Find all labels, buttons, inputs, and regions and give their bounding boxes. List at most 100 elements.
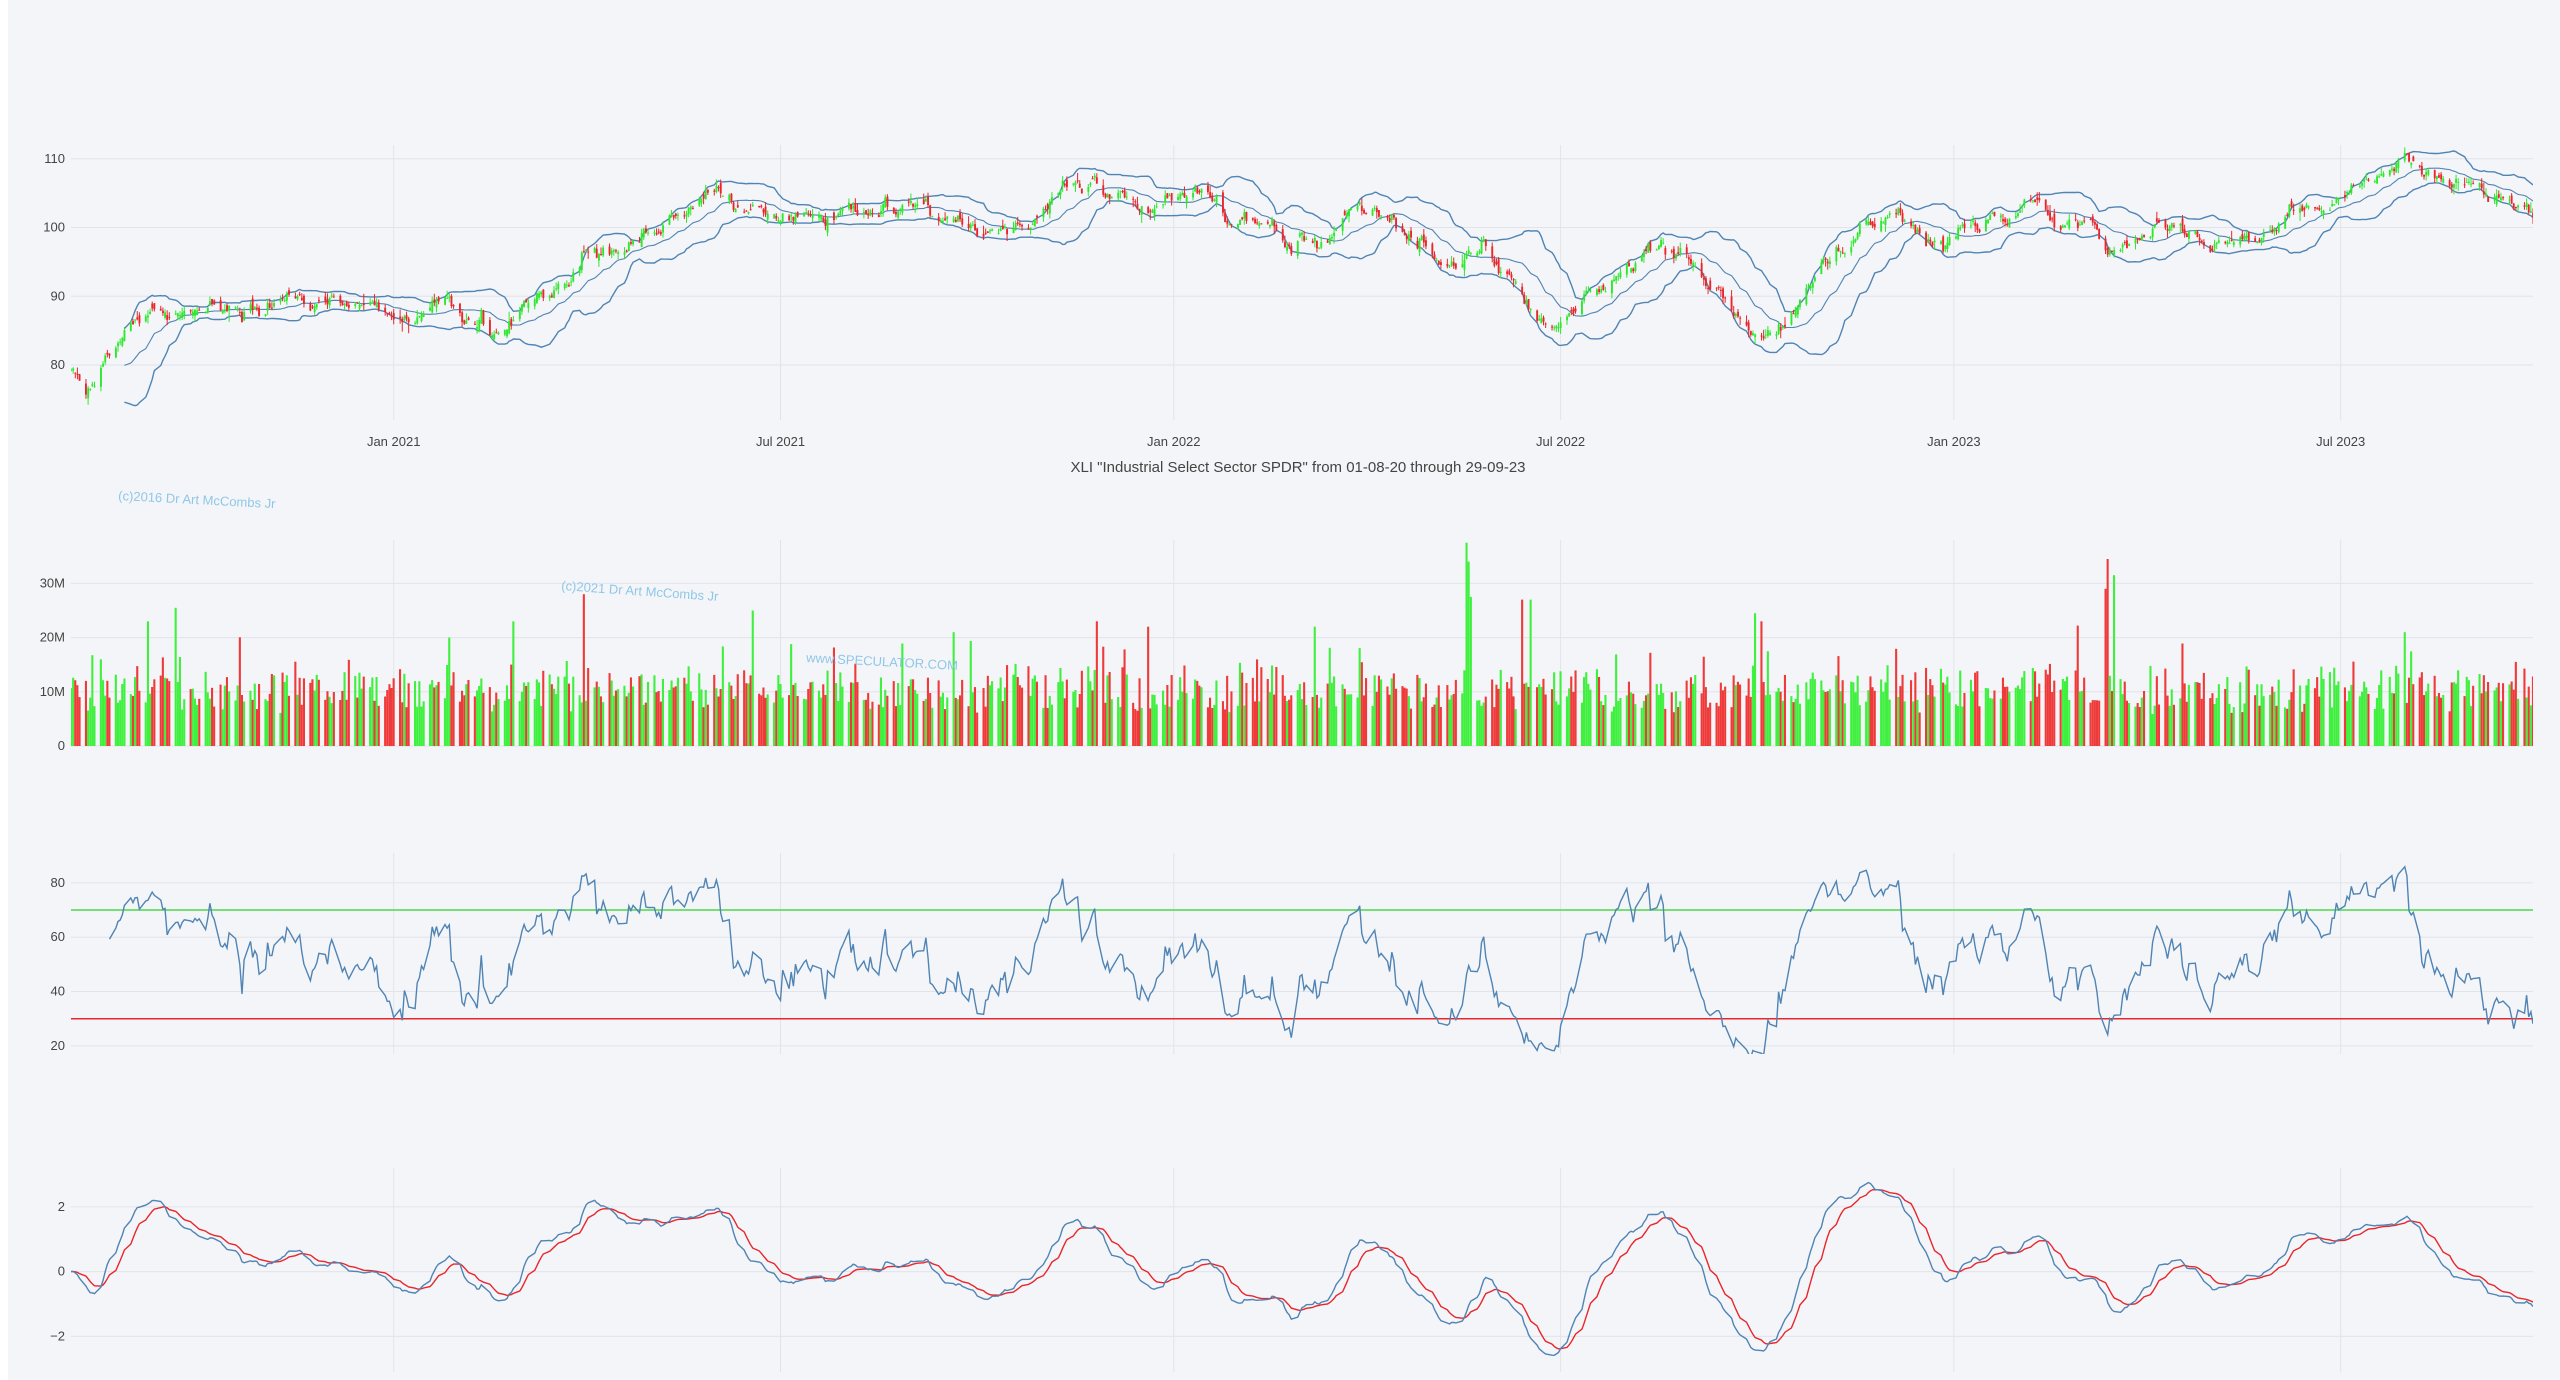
volume-bar [1897,696,1900,746]
candle-body [647,232,649,234]
volume-bar [1333,676,1336,746]
volume-bar [345,699,348,746]
volume-bar [922,700,925,746]
volume-bar [820,697,823,746]
volume-bar [1021,687,1024,746]
candle-body [2166,228,2169,231]
volume-bar [683,677,686,746]
volume-bar [909,679,912,746]
candle-body [1335,229,1338,231]
volume-bar [1268,692,1271,746]
volume-bar [2245,666,2248,746]
volume-bar [2328,672,2331,746]
candle-body [1858,223,1861,234]
volume-bar [89,697,92,746]
candle-body [1059,189,1062,195]
volume-bar [377,705,380,746]
candle-body [1809,286,1812,289]
candle-body [867,214,870,216]
volume-bar [1732,675,1735,746]
candle-body [2155,218,2158,222]
volume-bar [2277,679,2280,746]
volume-bar [1140,707,1143,746]
candle-body [2091,216,2094,223]
candle-body [1581,301,1583,315]
candle-body [251,298,254,311]
candle-body [2480,183,2483,189]
candle-body [433,299,436,303]
candle-body [986,231,989,233]
volume-bar [1213,705,1216,746]
volume-bar [452,672,455,746]
candle-body [1882,222,1885,224]
candle-body [2359,185,2361,187]
candle-body [1350,208,1353,210]
candle-body [283,300,286,302]
candle-body [1826,261,1829,264]
volume-bar [1286,701,1289,746]
candle-body [972,224,974,226]
volume-bar [1375,691,1378,746]
volume-bar [1493,707,1496,746]
volume-bar [1536,687,1539,746]
candle-body [1450,261,1453,266]
volume-bar [1467,561,1470,746]
candle-body [687,208,690,215]
volume-bar [809,682,812,746]
volume-bar [1138,678,1141,746]
candle-body [833,212,835,220]
volume-bar [114,674,117,746]
candle-body [1431,243,1434,255]
candle-body [1852,240,1855,244]
volume-bar [1794,698,1797,746]
candle-body [1138,209,1141,211]
volume-bar [1035,681,1038,746]
volume-bar [792,684,795,746]
candle-body [1036,215,1038,218]
volume-bar [702,707,705,746]
candle-body [226,305,228,311]
volume-bar [1820,680,1823,746]
volume-bar [1388,694,1391,746]
candle-body [1510,274,1513,278]
volume-bar [1841,680,1844,746]
candle-body [1722,288,1724,299]
volume-bar [1362,695,1365,746]
candle-body [1328,237,1331,245]
candle-body [1478,251,1481,253]
volume-bar [1305,705,1308,746]
volume-bar [869,708,872,746]
candle-body [174,313,177,315]
candle-body [2239,237,2242,245]
candle-body [384,307,387,313]
candle-body [1963,223,1966,229]
volume-bar [71,688,72,746]
candle-body [662,225,664,233]
candle-body [1363,209,1365,214]
volume-bar [706,704,709,746]
candle-body [1568,313,1571,317]
candle-body [717,187,720,189]
candle-body [557,283,560,290]
candle-body [702,194,705,199]
volume-bar [418,681,421,746]
volume-bar [661,678,664,746]
chart-title: XLI "Industrial Select Sector SPDR" from… [1070,459,1525,476]
volume-bar [758,693,761,746]
candle-body [745,210,748,212]
candle-body [1679,247,1682,254]
volume-bar [1625,695,1628,746]
candle-body [640,233,643,248]
volume-bar [610,680,613,746]
candle-body [1687,257,1690,260]
volume-bar [1987,688,1990,746]
volume-bar [1602,705,1605,746]
watermark-2016: (c)2016 Dr Art McCombs Jr [118,488,277,511]
candle-body [865,210,867,215]
candle-body [2061,225,2064,228]
volume-bar [2106,559,2109,746]
x-tick-label: Jan 2021 [367,434,421,449]
volume-bar [87,710,90,746]
candle-body [2181,218,2184,232]
candle-body [880,210,882,214]
